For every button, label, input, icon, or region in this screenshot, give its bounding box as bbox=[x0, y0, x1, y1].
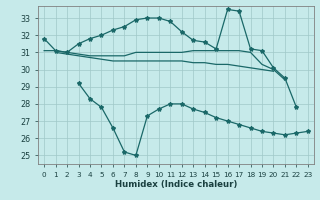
X-axis label: Humidex (Indice chaleur): Humidex (Indice chaleur) bbox=[115, 180, 237, 189]
